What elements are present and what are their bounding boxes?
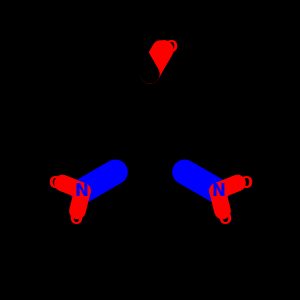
Text: O: O [239,176,252,190]
Text: O: O [164,40,178,55]
Text: O: O [218,212,231,226]
Text: CH₃: CH₃ [59,104,82,114]
Text: CH₃: CH₃ [218,104,241,114]
Text: CH₃: CH₃ [181,244,203,254]
Text: CH₃: CH₃ [139,267,161,277]
Text: O: O [69,212,82,226]
Text: O: O [48,176,61,190]
Text: N: N [74,182,88,200]
Text: CH₃: CH₃ [115,42,137,52]
Text: CH₃: CH₃ [97,244,119,254]
Text: N: N [212,182,226,200]
